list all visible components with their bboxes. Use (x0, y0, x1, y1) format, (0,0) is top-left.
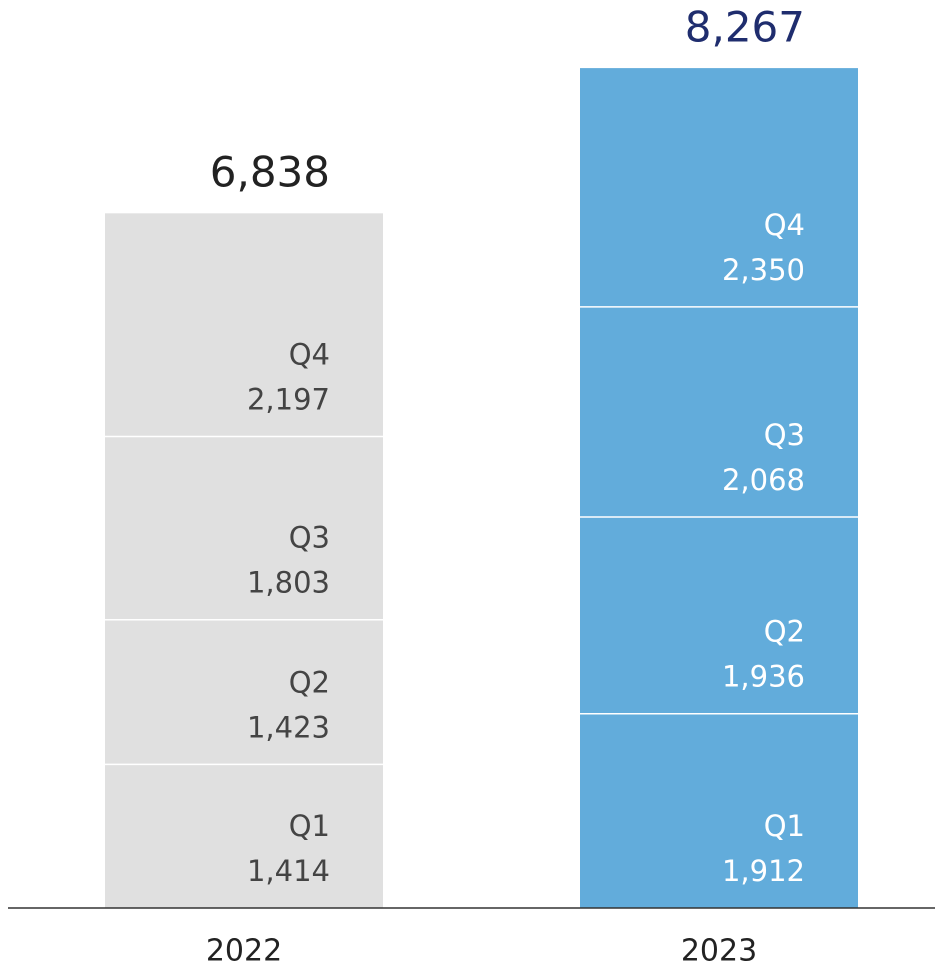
bar-segment (105, 764, 383, 908)
value-label: 2,197 (247, 383, 330, 417)
value-label: 1,423 (247, 710, 330, 744)
bar-segment (580, 306, 858, 518)
total-label: 6,838 (210, 148, 330, 197)
value-label: 1,803 (247, 566, 330, 600)
series-label: Q1 (289, 809, 330, 843)
bar-group: Q1 1,912 Q2 1,936 Q3 2,068 Q4 2,350 (580, 68, 858, 908)
plot-area: Q1 1,414 Q2 1,423 Q3 1,803 Q4 2,197 6,838 2022 Q1 1… (105, 3, 858, 969)
bar-segment (580, 68, 858, 307)
series-label: Q2 (764, 615, 805, 649)
bar-segment (105, 619, 383, 765)
value-label: 2,350 (722, 253, 805, 287)
bar-group: Q1 1,414 Q2 1,423 Q3 1,803 Q4 2,197 (105, 213, 383, 908)
series-label: Q1 (764, 809, 805, 843)
value-label: 2,068 (722, 463, 805, 497)
series-label: Q2 (289, 665, 330, 699)
bar-segment (105, 436, 383, 620)
value-label: 1,936 (722, 660, 805, 694)
value-label: 1,414 (247, 854, 330, 888)
bar-segment (580, 517, 858, 714)
bar-segment (105, 213, 383, 437)
total-label: 8,267 (685, 3, 805, 52)
series-label: Q4 (289, 338, 330, 372)
series-label: Q3 (764, 418, 805, 452)
series-label: Q4 (764, 208, 805, 242)
x-tick-label: 2022 (206, 934, 282, 969)
value-label: 1,912 (722, 854, 805, 888)
bar-segment (580, 713, 858, 908)
x-tick-label: 2023 (681, 934, 757, 969)
series-label: Q3 (289, 521, 330, 555)
